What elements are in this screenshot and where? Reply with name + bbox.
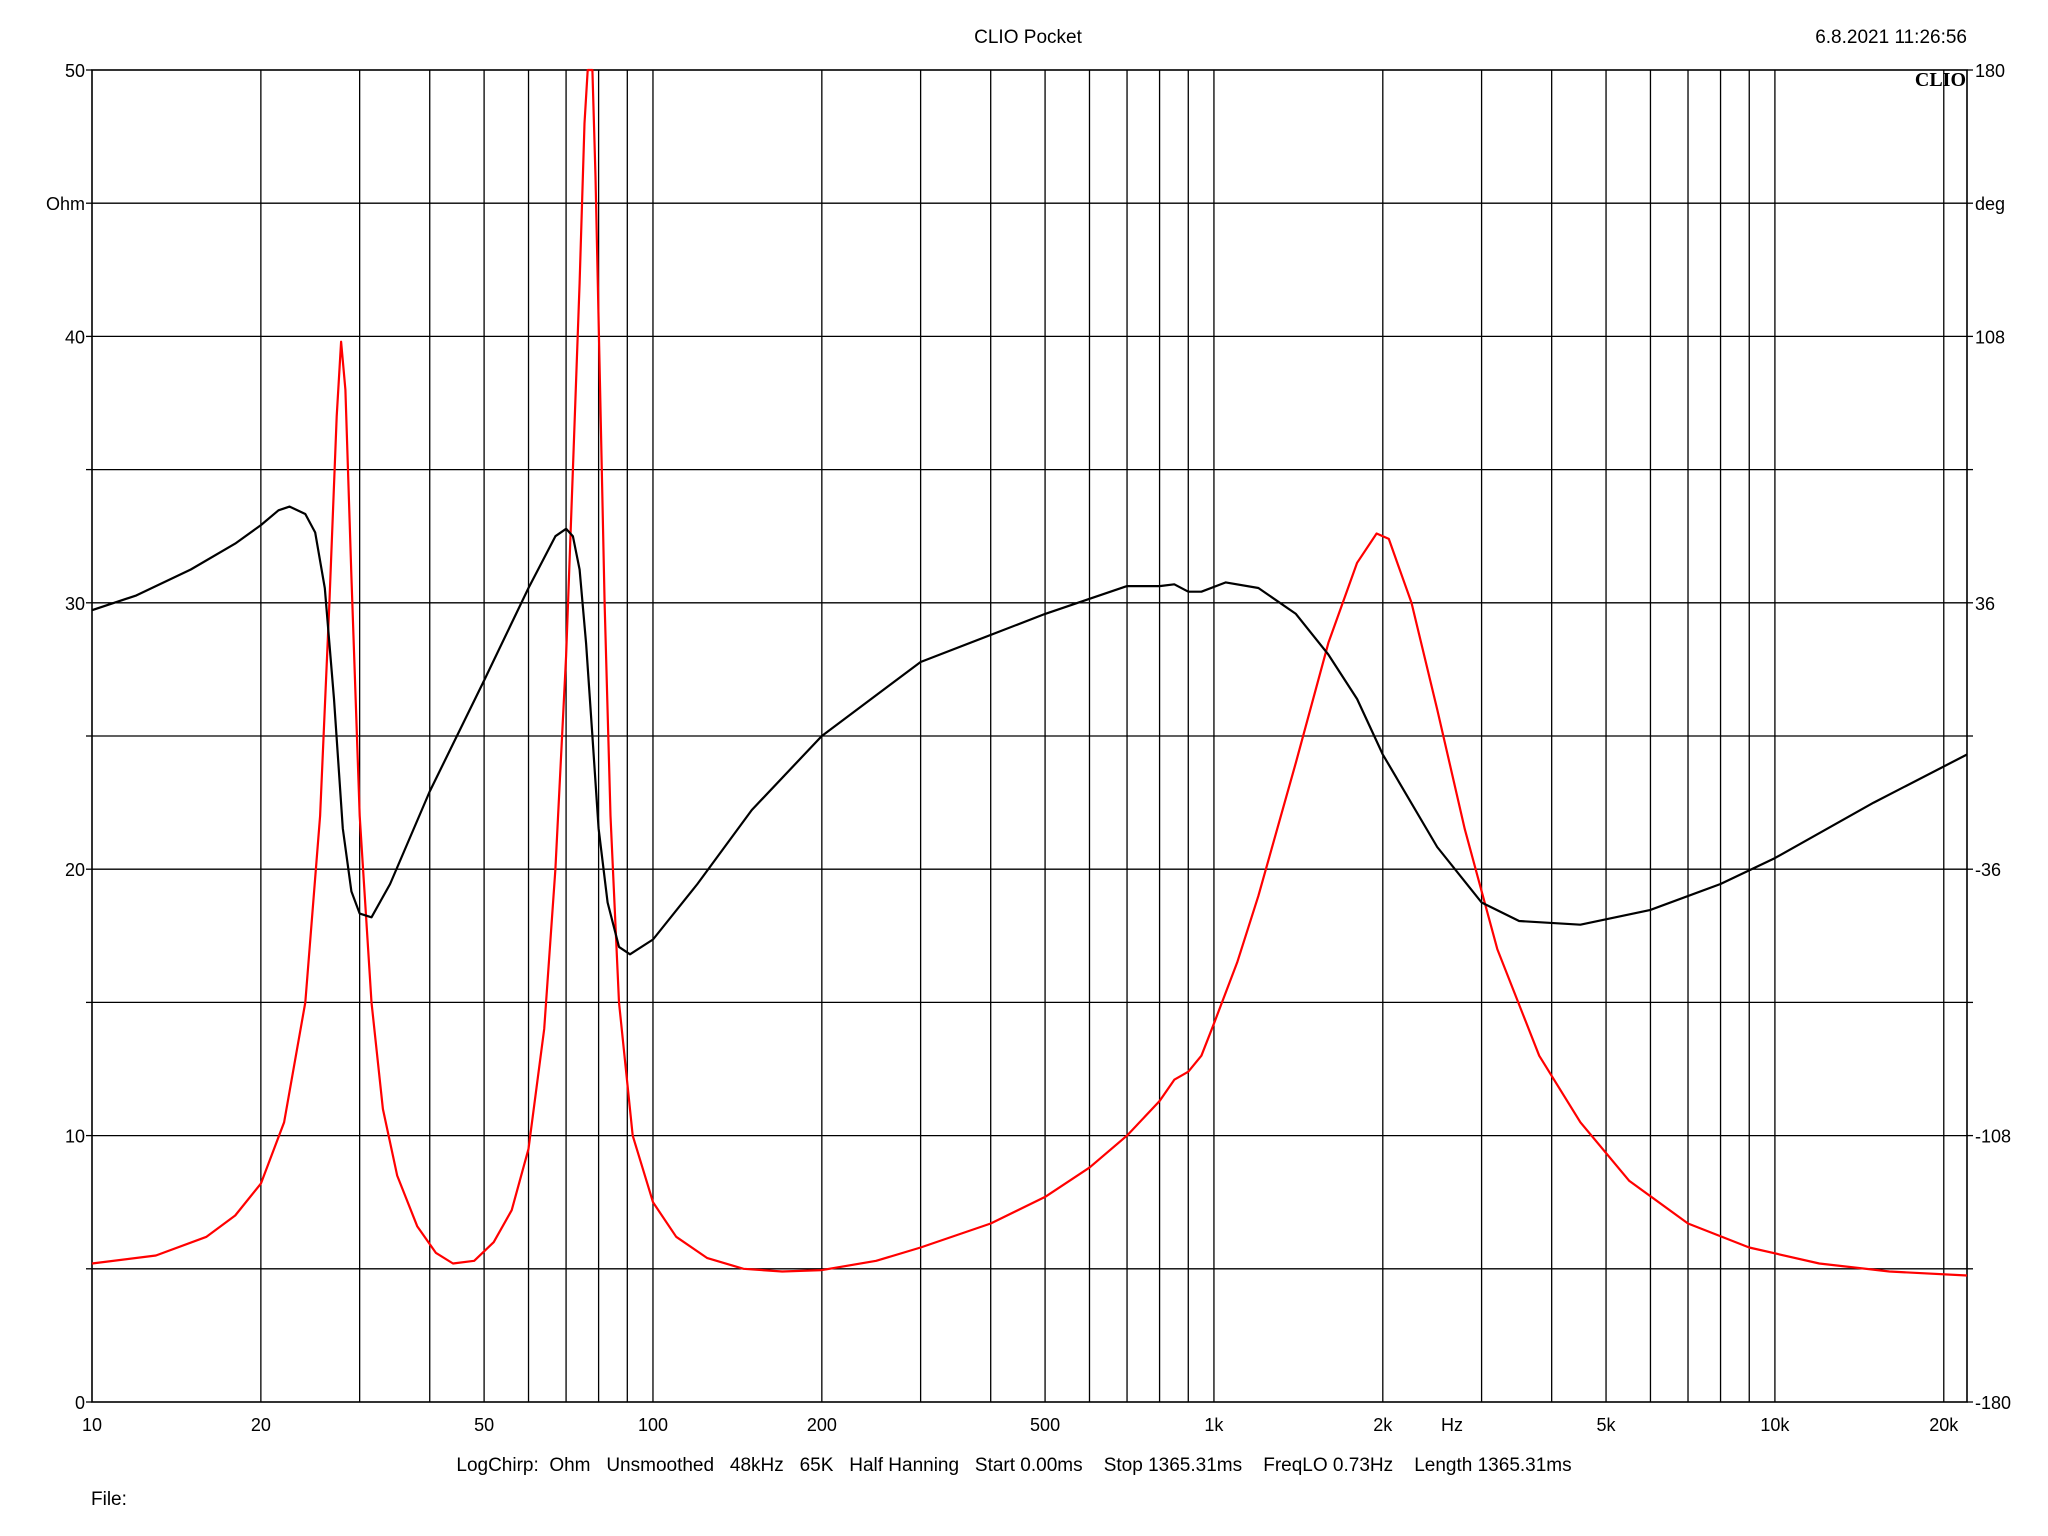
y-right-tick-label: -108 bbox=[1975, 1127, 2011, 1147]
measurement-info: LogChirp: Ohm Unsmoothed 48kHz 65K Half … bbox=[456, 1455, 1571, 1476]
y-left-tick-label: 40 bbox=[65, 327, 85, 347]
series-layer bbox=[91, 68, 1968, 1277]
x-tick-label: 200 bbox=[807, 1415, 837, 1435]
x-tick-label: 100 bbox=[638, 1415, 668, 1435]
y-right-tick-label: 36 bbox=[1975, 594, 1995, 614]
x-tick-label: 20k bbox=[1929, 1415, 1959, 1435]
file-label: File: bbox=[91, 1489, 127, 1510]
y-left-tick-label: 20 bbox=[65, 860, 85, 880]
y-right-tick-label: 180 bbox=[1975, 61, 2005, 81]
y-left-tick-label: 0 bbox=[75, 1393, 85, 1413]
y-right-tick-label: 108 bbox=[1975, 327, 2005, 347]
x-tick-label: 10k bbox=[1760, 1415, 1790, 1435]
y-right-tick-label: -36 bbox=[1975, 860, 2001, 880]
y-left-unit-label: Ohm bbox=[46, 194, 85, 214]
x-unit-label: Hz bbox=[1441, 1415, 1463, 1435]
chart-title: CLIO Pocket bbox=[974, 27, 1082, 48]
y-left-tick-label: 30 bbox=[65, 594, 85, 614]
timestamp: 6.8.2021 11:26:56 bbox=[1815, 27, 1967, 48]
phase-line bbox=[91, 505, 1968, 956]
x-tick-label: 500 bbox=[1030, 1415, 1060, 1435]
x-tick-label: 1k bbox=[1204, 1415, 1224, 1435]
x-tick-label: 20 bbox=[251, 1415, 271, 1435]
y-left-tick-label: 50 bbox=[65, 61, 85, 81]
y-right-tick-label: -180 bbox=[1975, 1393, 2011, 1413]
x-tick-label: 10 bbox=[82, 1415, 102, 1435]
x-tick-label: 5k bbox=[1597, 1415, 1617, 1435]
y-right-unit-label: deg bbox=[1975, 194, 2005, 214]
grid bbox=[92, 70, 1967, 1402]
clio-logo: CLIO bbox=[1915, 69, 1966, 91]
impedance-line bbox=[91, 68, 1968, 1277]
y-left-tick-label: 10 bbox=[65, 1127, 85, 1147]
x-tick-label: 50 bbox=[474, 1415, 494, 1435]
x-tick-label: 2k bbox=[1373, 1415, 1393, 1435]
